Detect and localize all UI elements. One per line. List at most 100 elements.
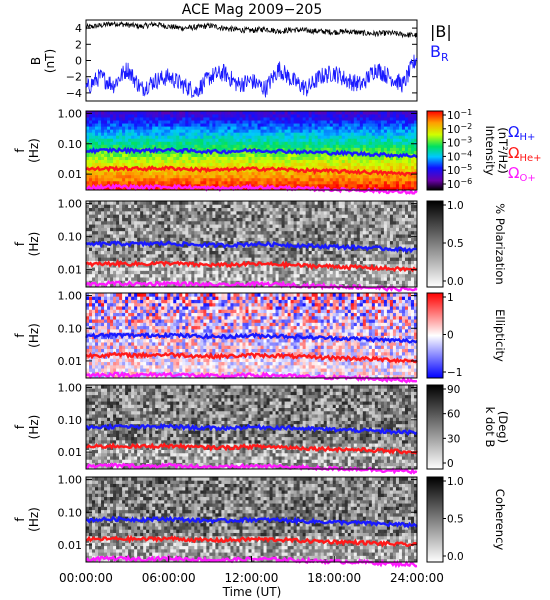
heatmap-cell: [143, 220, 147, 225]
heatmap-cell: [401, 114, 406, 118]
heatmap-cell: [263, 129, 267, 133]
heatmap-cell: [287, 273, 292, 278]
heatmap-cell: [287, 277, 292, 281]
heatmap-cell: [401, 180, 406, 185]
heatmap-cell: [128, 230, 132, 235]
heatmap-cell: [167, 153, 171, 157]
heatmap-cell: [353, 156, 358, 161]
heatmap-cell: [110, 253, 114, 258]
heatmap-cell: [131, 153, 135, 157]
heatmap-cell: [89, 214, 93, 218]
heatmap-cell: [290, 153, 295, 157]
heatmap-cell: [218, 224, 222, 228]
heatmap-cell: [221, 247, 225, 252]
heatmap-cell: [242, 159, 246, 164]
heatmap-cell: [311, 260, 316, 265]
heatmap-cell: [95, 220, 99, 225]
heatmap-cell: [299, 138, 304, 142]
heatmap-cell: [95, 162, 99, 167]
gyro-line-he: [85, 165, 418, 178]
heatmap-cell: [326, 126, 331, 130]
heatmap-cell: [383, 138, 388, 142]
heatmap-cell: [200, 273, 204, 278]
heatmap-cell: [194, 273, 198, 278]
heatmap-cell: [134, 153, 138, 157]
heatmap-cell: [194, 207, 198, 212]
heatmap-cell: [143, 138, 147, 142]
heatmap-cell: [137, 117, 141, 121]
heatmap-cell: [242, 207, 246, 212]
heatmap-cell: [182, 204, 186, 209]
heatmap-cell: [86, 250, 90, 255]
heatmap-cell: [206, 153, 210, 157]
heatmap-cell: [89, 180, 93, 185]
heatmap-cell: [347, 141, 352, 145]
heatmap-cell: [320, 207, 325, 212]
heatmap-cell: [194, 168, 198, 173]
heatmap-cell: [92, 165, 96, 170]
heatmap-cell: [179, 204, 183, 209]
heatmap-cell: [203, 267, 207, 271]
heatmap-cell: [395, 138, 400, 142]
heatmap-cell: [113, 224, 117, 228]
heatmap-cell: [152, 174, 156, 179]
heatmap-cell: [92, 123, 96, 127]
heatmap-cell: [140, 210, 144, 215]
heatmap-cell: [203, 253, 207, 258]
heatmap-cell: [245, 267, 249, 271]
heatmap-cell: [380, 177, 385, 182]
heatmap-cell: [188, 129, 192, 133]
heatmap-cell: [209, 174, 213, 179]
heatmap-cell: [389, 159, 394, 164]
heatmap-cell: [116, 253, 120, 258]
heatmap-cell: [194, 126, 198, 130]
heatmap-cell: [245, 153, 249, 157]
heatmap-cell: [188, 214, 192, 218]
heatmap-cell: [194, 277, 198, 281]
heatmap-cell: [230, 117, 234, 121]
heatmap-cell: [329, 150, 334, 154]
heatmap-cell: [224, 257, 228, 261]
heatmap-cell: [101, 171, 105, 176]
heatmap-cell: [188, 114, 192, 118]
heatmap-cell: [275, 165, 279, 170]
freq-tick-label: 0.10: [58, 138, 83, 151]
heatmap-cell: [92, 171, 96, 176]
heatmap-cell: [221, 129, 225, 133]
heatmap-cell: [137, 210, 141, 215]
heatmap-cell: [134, 180, 138, 185]
heatmap-cell: [305, 240, 310, 245]
heatmap-cell: [224, 240, 228, 245]
heatmap-cell: [200, 117, 204, 121]
heatmap-cell: [212, 111, 216, 115]
heatmap-cell: [275, 230, 279, 235]
heatmap-cell: [356, 132, 361, 136]
heatmap-cell: [146, 214, 150, 218]
heatmap-cell: [98, 174, 102, 179]
heatmap-cell: [92, 257, 96, 261]
heatmap-cell: [332, 120, 337, 124]
heatmap-cell: [221, 224, 225, 228]
heatmap-cell: [323, 138, 328, 142]
heatmap-cell: [140, 207, 144, 212]
heatmap-cell: [245, 141, 249, 145]
heatmap-cell: [254, 257, 258, 261]
heatmap-cell: [281, 159, 285, 164]
heatmap-cell: [194, 171, 198, 176]
heatmap-cell: [323, 156, 328, 161]
heatmap-cell: [149, 123, 153, 127]
heatmap-cell: [257, 132, 261, 136]
heatmap-cell: [371, 183, 376, 188]
heatmap-cell: [299, 220, 304, 225]
heatmap-cell: [107, 220, 111, 225]
heatmap-cell: [209, 132, 213, 136]
heatmap-cell: [95, 183, 99, 188]
heatmap-cell: [200, 257, 204, 261]
heatmap-cell: [353, 144, 358, 148]
heatmap-cell: [326, 135, 331, 139]
heatmap-cell: [197, 171, 201, 176]
heatmap-cell: [254, 224, 258, 228]
field-y-ticks: 420−2−4: [66, 22, 417, 100]
heatmap-cell: [317, 273, 322, 278]
heatmap-cell: [398, 138, 403, 142]
